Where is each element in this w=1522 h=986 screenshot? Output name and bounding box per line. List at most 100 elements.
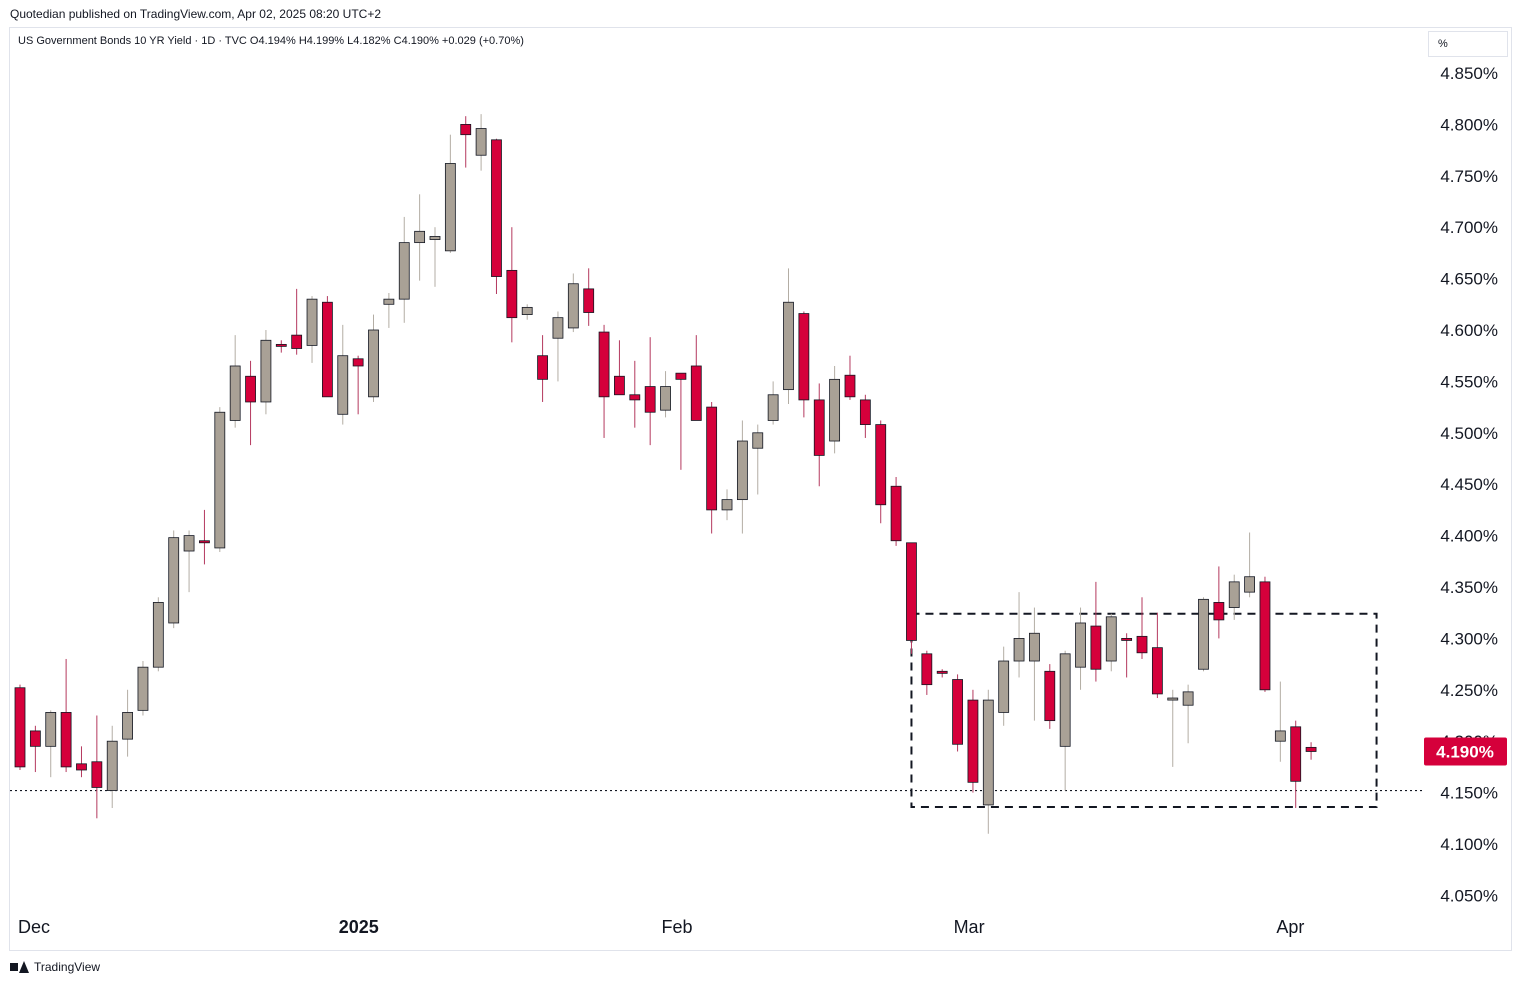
candle <box>29 725 41 773</box>
symbol-legend[interactable]: US Government Bonds 10 YR Yield · 1D · T… <box>18 35 524 47</box>
candle-body <box>368 329 379 398</box>
candle-body <box>275 343 287 347</box>
candle-body <box>521 306 533 315</box>
candle-body <box>783 301 794 391</box>
candle-body <box>567 283 579 329</box>
candle-body <box>552 317 564 339</box>
y-tick-label: 4.250% <box>1440 681 1498 700</box>
candle <box>429 227 441 287</box>
range-box <box>910 612 1378 808</box>
candle-body <box>1244 576 1255 593</box>
candle <box>45 710 57 778</box>
candle-body <box>491 139 502 277</box>
chart-frame <box>9 27 1512 951</box>
candle <box>690 335 702 421</box>
candle <box>721 489 733 521</box>
candle <box>1244 532 1255 598</box>
y-tick-label: 4.300% <box>1440 629 1498 648</box>
candle <box>629 360 641 428</box>
candle <box>506 227 518 343</box>
candle-body <box>199 540 210 544</box>
candle <box>736 420 748 534</box>
candle <box>1105 613 1117 672</box>
candle-body <box>152 602 164 668</box>
candle <box>14 684 26 770</box>
candle <box>460 116 472 168</box>
candle-body <box>921 653 933 686</box>
candle <box>137 661 149 716</box>
candle <box>475 114 487 171</box>
candle-body <box>829 378 841 442</box>
candle-body <box>967 699 979 783</box>
candle <box>1274 681 1286 762</box>
y-tick-label: 4.850% <box>1440 64 1498 83</box>
candle <box>706 401 718 534</box>
candle-body <box>29 730 41 747</box>
candle-body <box>1105 616 1117 662</box>
candle-body <box>352 358 364 367</box>
candle <box>321 296 333 398</box>
last-price-badge <box>1424 737 1507 766</box>
candle <box>1121 633 1133 678</box>
candle <box>1259 576 1271 692</box>
candle <box>1044 664 1056 729</box>
candle <box>875 420 887 524</box>
candle <box>552 311 564 382</box>
candle-body <box>583 288 595 313</box>
candle-body <box>398 242 410 300</box>
candle-body <box>60 712 72 768</box>
candle-body <box>183 535 195 552</box>
candle-body <box>798 313 810 401</box>
candle <box>952 674 963 752</box>
candle-body <box>767 394 779 421</box>
time-scale-layer: Dec 2025 Feb Mar Apr <box>18 917 1304 937</box>
candle <box>567 273 579 333</box>
candle <box>368 314 379 402</box>
candle <box>1213 566 1225 639</box>
x-tick-label: Feb <box>662 917 693 937</box>
candle <box>767 381 779 425</box>
candle <box>168 530 180 629</box>
candle-body <box>260 339 272 403</box>
candle <box>1167 689 1179 767</box>
candle-body <box>875 424 887 506</box>
candle <box>982 689 994 834</box>
footer-brand[interactable]: TradingView <box>10 960 100 974</box>
candle-body <box>1059 653 1071 747</box>
candle-body <box>721 499 733 511</box>
candle-body <box>706 406 718 511</box>
candle <box>183 530 195 593</box>
candle <box>921 650 933 695</box>
candles-layer <box>14 114 1317 834</box>
candle-body <box>675 372 687 380</box>
candle-body <box>1182 691 1194 706</box>
candle-body <box>690 365 702 421</box>
candle-body <box>337 355 349 415</box>
candle-body <box>1274 730 1286 742</box>
candle <box>644 337 656 446</box>
price-unit-selector[interactable]: % <box>1428 31 1508 57</box>
candle-body <box>598 331 610 398</box>
candle <box>1029 607 1040 721</box>
candle <box>291 288 303 355</box>
candle-body <box>475 128 487 156</box>
footer-brand-label: TradingView <box>34 960 101 974</box>
candle-body <box>214 411 226 549</box>
candle <box>491 138 502 295</box>
candle <box>537 335 548 402</box>
last-price-label: 4.190% <box>1436 742 1494 761</box>
candle-body <box>506 269 518 319</box>
candle-body <box>1228 581 1240 608</box>
candle-body <box>906 542 917 641</box>
candle-body <box>45 712 57 747</box>
candle-body <box>91 761 103 788</box>
candle <box>583 268 595 326</box>
y-tick-label: 4.350% <box>1440 578 1498 597</box>
candle <box>783 268 794 405</box>
candle-body <box>14 687 26 768</box>
y-tick-label: 4.500% <box>1440 424 1498 443</box>
candle-body <box>122 712 133 740</box>
candle-body <box>1213 602 1225 621</box>
candle <box>1059 650 1071 791</box>
